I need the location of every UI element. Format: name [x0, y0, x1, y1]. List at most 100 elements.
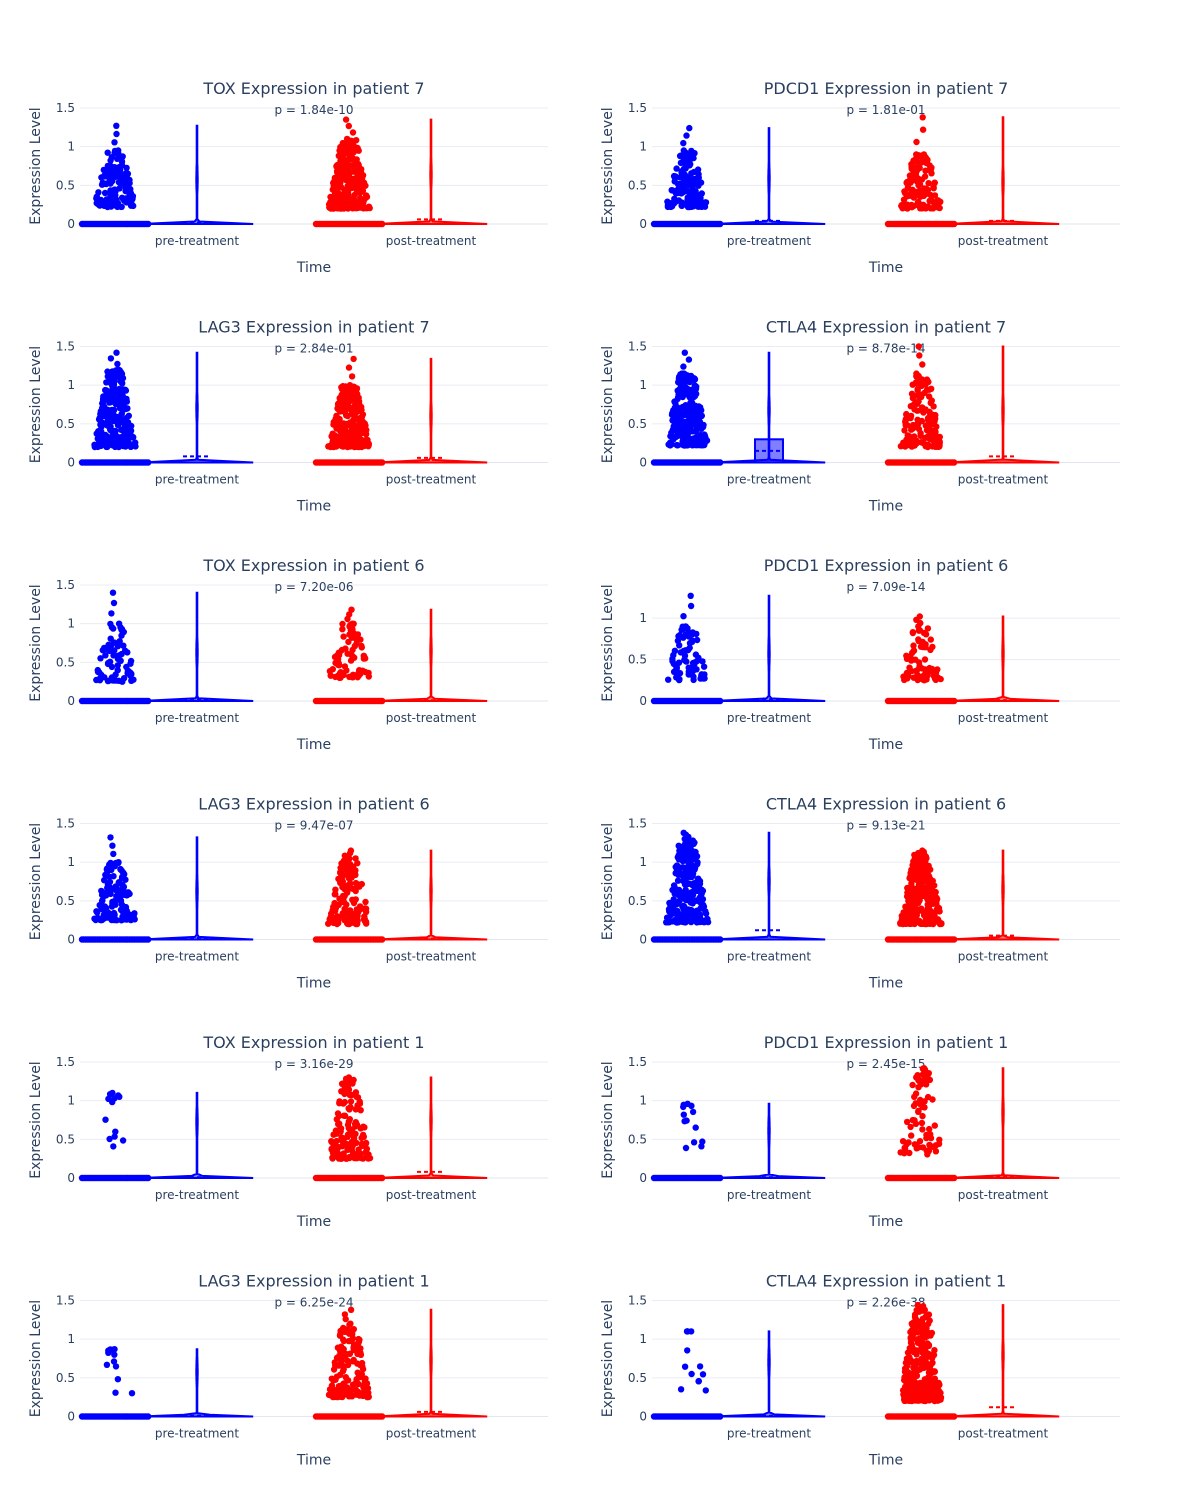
- x-axis-title: Time: [868, 976, 903, 992]
- data-point: [928, 170, 935, 177]
- data-point: [917, 1345, 925, 1353]
- data-point: [339, 1393, 346, 1401]
- data-point: [353, 385, 361, 392]
- data-point: [339, 620, 346, 628]
- data-point: [102, 386, 109, 394]
- series-pre-treatment: [650, 1100, 826, 1182]
- data-point: [120, 883, 128, 891]
- data-point: [681, 411, 688, 419]
- data-point: [336, 1382, 343, 1390]
- data-point: [911, 172, 918, 180]
- data-point: [352, 855, 359, 862]
- data-point: [100, 432, 107, 439]
- x-axis-title: Time: [296, 1214, 331, 1230]
- x-tick-label: pre-treatment: [155, 711, 239, 725]
- data-point: [345, 364, 353, 371]
- data-point: [346, 1116, 353, 1123]
- x-tick-label: pre-treatment: [155, 950, 239, 964]
- data-point: [916, 352, 923, 359]
- data-point: [911, 406, 918, 413]
- data-point: [360, 916, 368, 923]
- data-point: [109, 1089, 116, 1097]
- x-tick-label: post-treatment: [386, 1427, 477, 1441]
- data-point: [919, 1315, 926, 1323]
- data-point: [904, 675, 911, 682]
- data-point: [341, 852, 348, 859]
- data-point: [342, 116, 350, 123]
- x-axis-title: Time: [296, 976, 331, 992]
- data-point: [919, 1071, 927, 1078]
- data-point: [669, 187, 676, 194]
- data-point: [352, 1386, 359, 1393]
- series-post-treatment: [884, 613, 1060, 705]
- data-point: [903, 669, 911, 677]
- subplot-title: TOX Expression in patient 7: [202, 79, 424, 98]
- data-point: [336, 394, 343, 402]
- x-tick-label: pre-treatment: [155, 473, 239, 487]
- data-point: [692, 416, 699, 424]
- data-point: [904, 1349, 912, 1356]
- violin-shape: [140, 1348, 254, 1418]
- p-value-annotation: p = 7.20e-06: [274, 580, 353, 594]
- data-point: [901, 188, 908, 195]
- data-point: [930, 185, 937, 192]
- data-point: [928, 197, 935, 204]
- data-point: [349, 129, 357, 136]
- violin-shape: [946, 849, 1060, 941]
- data-point: [352, 1106, 359, 1113]
- data-point: [916, 202, 923, 209]
- data-point: [350, 355, 357, 363]
- data-point: [124, 183, 131, 190]
- x-tick-label: post-treatment: [386, 950, 477, 964]
- data-point: [664, 918, 671, 925]
- data-point: [673, 901, 680, 908]
- data-point: [697, 431, 704, 439]
- data-point: [915, 1084, 922, 1091]
- data-point: [922, 167, 929, 174]
- data-point: [698, 905, 705, 912]
- x-tick-label: pre-treatment: [155, 234, 239, 248]
- data-point: [906, 1149, 913, 1157]
- violin-shape: [374, 849, 488, 941]
- data-point: [341, 663, 349, 670]
- data-point: [695, 171, 702, 178]
- x-tick-label: post-treatment: [958, 711, 1049, 725]
- data-point: [685, 356, 693, 363]
- data-point: [671, 890, 678, 897]
- series-pre-treatment: [78, 1346, 254, 1420]
- data-point: [921, 441, 929, 448]
- data-point: [115, 620, 123, 627]
- data-point: [342, 1315, 349, 1323]
- subplot-title: LAG3 Expression in patient 7: [198, 318, 429, 337]
- data-point: [901, 1365, 909, 1372]
- data-point: [698, 407, 705, 414]
- data-point: [700, 663, 708, 670]
- violin-shape: [946, 345, 1060, 464]
- data-point: [666, 905, 673, 913]
- y-tick-label: 0: [639, 456, 647, 470]
- data-point: [680, 363, 687, 370]
- data-point: [911, 1093, 918, 1101]
- data-point: [669, 417, 676, 424]
- data-point: [915, 659, 923, 666]
- data-point: [920, 867, 928, 874]
- data-point: [915, 162, 922, 169]
- data-point: [915, 182, 922, 189]
- data-point: [362, 898, 369, 906]
- data-point: [920, 1364, 927, 1372]
- data-point: [347, 1128, 354, 1136]
- data-point: [114, 421, 122, 429]
- data-point: [926, 1125, 933, 1133]
- data-point: [897, 919, 904, 927]
- data-point: [330, 1131, 337, 1138]
- data-point: [344, 1377, 352, 1384]
- data-point: [97, 655, 104, 662]
- data-point: [116, 638, 123, 645]
- data-point: [354, 917, 361, 924]
- data-point: [353, 1155, 360, 1162]
- data-point: [339, 626, 346, 633]
- data-point: [913, 370, 920, 377]
- data-point: [110, 909, 118, 917]
